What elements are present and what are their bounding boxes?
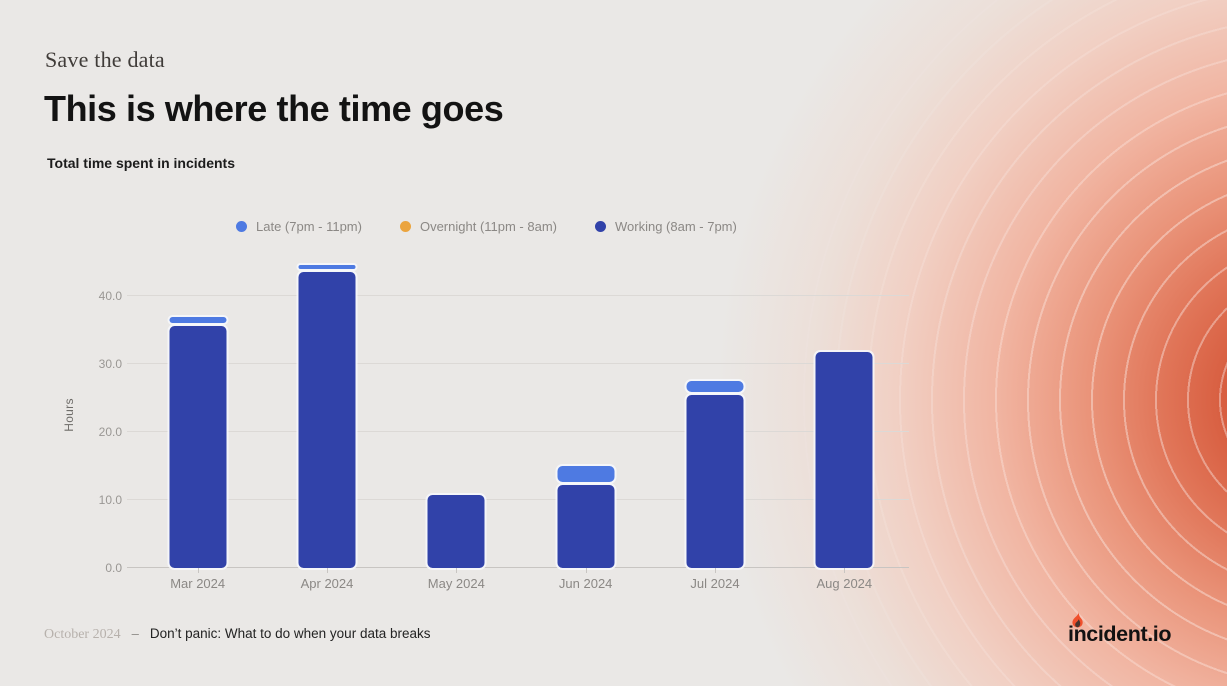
bar-segment-working <box>169 325 227 568</box>
logo-wordmark: incident.io <box>1068 622 1172 646</box>
bar-segment-late <box>557 466 615 483</box>
bar-segment-late <box>169 317 227 323</box>
bar-segment-working <box>686 395 744 568</box>
incident-io-logo: incident.io <box>1068 610 1198 650</box>
bar-slot: May 2024 <box>392 250 521 591</box>
bar-stack <box>557 466 615 568</box>
x-tick-mark <box>326 568 328 573</box>
x-tick-label: Mar 2024 <box>170 576 226 591</box>
legend-color-dot <box>236 221 247 232</box>
bar-stack <box>427 495 485 568</box>
y-tick-label: 10.0 <box>98 493 122 507</box>
bar-stack <box>169 317 227 568</box>
bar-stack <box>686 381 744 568</box>
x-tick-mark <box>714 568 716 573</box>
legend-label: Late (7pm - 11pm) <box>256 219 362 234</box>
gridline <box>127 363 909 364</box>
x-tick-label: May 2024 <box>427 576 485 591</box>
x-tick-mark <box>585 568 587 573</box>
bar-segment-working <box>298 271 356 568</box>
gridline <box>127 499 909 500</box>
legend-color-dot <box>595 221 606 232</box>
footer-separator: – <box>131 626 139 641</box>
x-tick-label: Jun 2024 <box>558 576 613 591</box>
eyebrow: Save the data <box>45 47 165 72</box>
footer-note: Don’t panic: What to do when your data b… <box>149 626 431 641</box>
bar-slot: Mar 2024 <box>133 250 262 591</box>
chart-title: Total time spent in incidents <box>47 155 235 171</box>
bar-slot: Jul 2024 <box>650 250 779 591</box>
gridline <box>127 295 909 296</box>
y-tick-label: 20.0 <box>98 425 122 439</box>
y-axis-label: Hours <box>62 398 76 432</box>
y-tick-label: 40.0 <box>98 289 122 303</box>
legend-color-dot <box>399 221 411 232</box>
bar-chart-plot-area: 0.0 10.0 20.0 30.0 40.0 Mar 2024 Apr 2024 May 2… <box>99 250 909 591</box>
bar-segment-working <box>557 485 615 568</box>
legend-item-late: Late (7pm - 11pm) <box>236 219 362 234</box>
x-tick-mark <box>197 568 199 573</box>
bar-segment-working <box>427 495 485 568</box>
x-tick-label: Aug 2024 <box>816 576 873 591</box>
x-tick-label: Jul 2024 <box>690 576 740 591</box>
footer: October 2024 – Don’t panic: What to do w… <box>44 626 431 643</box>
x-tick-mark <box>844 568 846 573</box>
y-tick-label: 30.0 <box>98 357 122 371</box>
legend-item-working: Working (8am - 7pm) <box>595 219 737 234</box>
x-axis-line <box>127 567 909 568</box>
y-tick-label: 0.0 <box>105 561 122 575</box>
legend-label: Working (8am - 7pm) <box>615 219 737 234</box>
legend-label: Overnight (11pm - 8am) <box>419 219 557 234</box>
bar-segment-late <box>686 381 744 393</box>
page-title: This is where the time goes <box>44 88 504 129</box>
bar-stack <box>815 351 873 568</box>
legend-item-overnight: Overnight (11pm - 8am) <box>399 219 557 234</box>
x-tick-label: Apr 2024 <box>300 576 354 591</box>
x-tick-mark <box>456 568 458 573</box>
bar-segment-late <box>298 265 356 269</box>
footer-date: October 2024 <box>44 627 121 642</box>
bar-slot: Jun 2024 <box>521 250 650 591</box>
bar-segment-working <box>815 351 873 568</box>
bar-stack <box>298 265 356 568</box>
bar-slot: Aug 2024 <box>780 250 909 591</box>
bar-slot: Apr 2024 <box>262 250 391 591</box>
gridline <box>127 431 909 432</box>
chart-legend: Late (7pm - 11pm) Overnight (11pm - 8am) W… <box>236 219 737 234</box>
flame-icon <box>1072 610 1083 628</box>
